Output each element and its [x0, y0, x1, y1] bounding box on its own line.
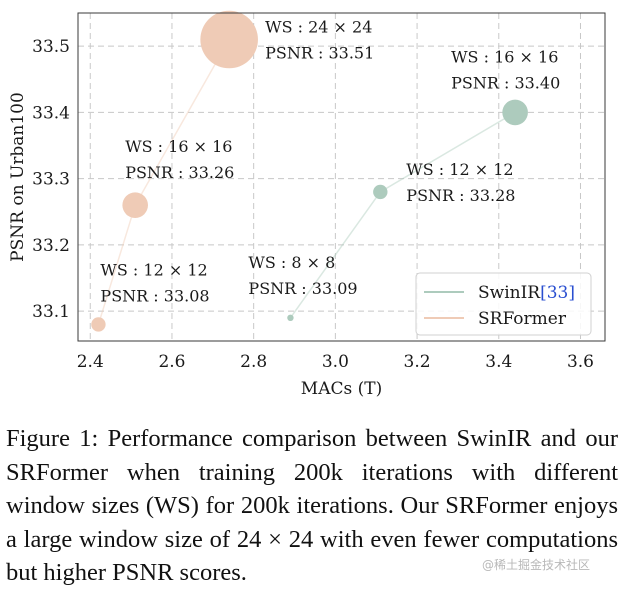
x-axis-label: MACs (T)	[301, 379, 382, 399]
annotation-ws: WS : 12 × 12	[100, 260, 207, 279]
annotation-psnr: PSNR : 33.09	[248, 279, 357, 298]
annotation-psnr: PSNR : 33.08	[100, 286, 209, 305]
annotation-psnr: PSNR : 33.40	[451, 73, 560, 92]
scatter-chart: WS : 8 × 8 PSNR : 33.09 WS : 12 × 12 PSNR :…	[8, 10, 606, 399]
legend-box	[415, 272, 592, 336]
x-tick-label: 3.0	[322, 352, 349, 372]
point-srformer	[122, 192, 148, 218]
point-srformer	[91, 317, 106, 332]
point-swinir	[373, 184, 388, 200]
legend-entry: SRFormer	[478, 309, 567, 329]
x-tick-label: 3.6	[567, 352, 594, 372]
x-tick-label: 3.2	[404, 352, 431, 372]
annotation-ws: WS : 8 × 8	[248, 253, 335, 272]
y-tick-label: 33.5	[32, 37, 70, 57]
legend: SwinIR[33] SRFormer	[415, 272, 592, 336]
x-tick-label: 2.6	[158, 352, 185, 372]
x-tick-label: 2.8	[240, 352, 267, 372]
plot-frame	[77, 12, 606, 342]
annotation-psnr: PSNR : 33.51	[265, 44, 374, 63]
y-tick-label: 33.4	[32, 103, 70, 123]
x-tick-label: 2.4	[77, 352, 104, 372]
annotation-psnr: PSNR : 33.26	[125, 163, 234, 182]
axis-ticks: 2.4 2.6 2.8 3.0 3.2 3.4 3.6 33.1 33.2 33.3 33.4 33.…	[32, 37, 594, 372]
x-tick-label: 3.4	[485, 352, 512, 372]
legend-entry: SwinIR[33]	[478, 283, 575, 303]
annotation-ws: WS : 16 × 16	[451, 47, 558, 66]
data-points	[91, 10, 528, 332]
annotation-psnr: PSNR : 33.28	[406, 186, 515, 205]
point-srformer	[200, 10, 258, 69]
watermark: @稀土掘金技术社区	[482, 558, 591, 572]
y-tick-label: 33.2	[32, 236, 70, 256]
point-annotations: WS : 8 × 8 PSNR : 33.09 WS : 12 × 12 PSNR :…	[100, 18, 560, 306]
y-tick-label: 33.3	[32, 170, 70, 190]
grid	[78, 13, 605, 341]
annotation-ws: WS : 16 × 16	[125, 137, 232, 156]
point-swinir	[502, 99, 528, 126]
annotation-ws: WS : 12 × 12	[406, 160, 513, 179]
figure-caption: Figure 1: Performance comparison between…	[6, 425, 618, 586]
legend-citation: [33]	[540, 283, 575, 303]
y-axis-label: PSNR on Urban100	[8, 92, 28, 262]
annotation-ws: WS : 24 × 24	[265, 18, 372, 37]
y-tick-label: 33.1	[32, 302, 70, 322]
point-swinir	[287, 314, 294, 322]
